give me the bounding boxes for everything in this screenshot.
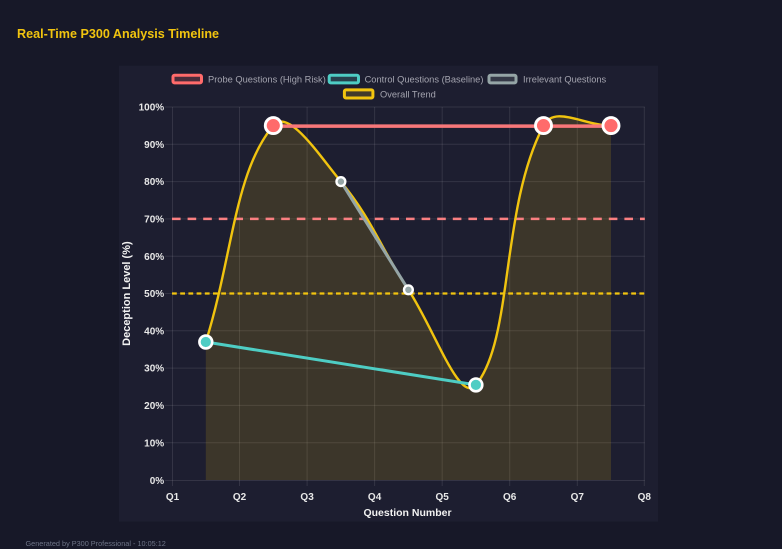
svg-text:100%: 100%	[139, 103, 165, 114]
svg-text:50%: 50%	[144, 289, 164, 300]
svg-text:Q8: Q8	[638, 492, 652, 503]
svg-text:Q7: Q7	[571, 492, 585, 503]
svg-text:80%: 80%	[144, 177, 164, 188]
svg-text:Q4: Q4	[368, 492, 382, 503]
svg-text:Q6: Q6	[503, 492, 517, 503]
svg-text:90%: 90%	[144, 140, 164, 151]
svg-text:Control Questions (Baseline): Control Questions (Baseline)	[365, 74, 484, 84]
svg-text:30%: 30%	[144, 364, 164, 375]
svg-text:Irrelevant Questions: Irrelevant Questions	[523, 74, 607, 84]
svg-text:Q2: Q2	[233, 492, 247, 503]
svg-text:10%: 10%	[144, 438, 164, 449]
svg-text:Q3: Q3	[300, 492, 314, 503]
svg-text:Probe Questions (High Risk): Probe Questions (High Risk)	[208, 74, 326, 84]
svg-text:Question Number: Question Number	[363, 507, 451, 519]
svg-text:Overall Trend: Overall Trend	[380, 89, 436, 99]
svg-text:20%: 20%	[144, 401, 164, 412]
svg-text:60%: 60%	[144, 252, 164, 263]
svg-text:Q5: Q5	[436, 492, 450, 503]
svg-text:Q1: Q1	[166, 492, 180, 503]
svg-text:Deception Level (%): Deception Level (%)	[121, 241, 133, 346]
svg-text:0%: 0%	[150, 476, 165, 487]
svg-text:40%: 40%	[144, 326, 164, 337]
svg-text:70%: 70%	[144, 215, 164, 226]
